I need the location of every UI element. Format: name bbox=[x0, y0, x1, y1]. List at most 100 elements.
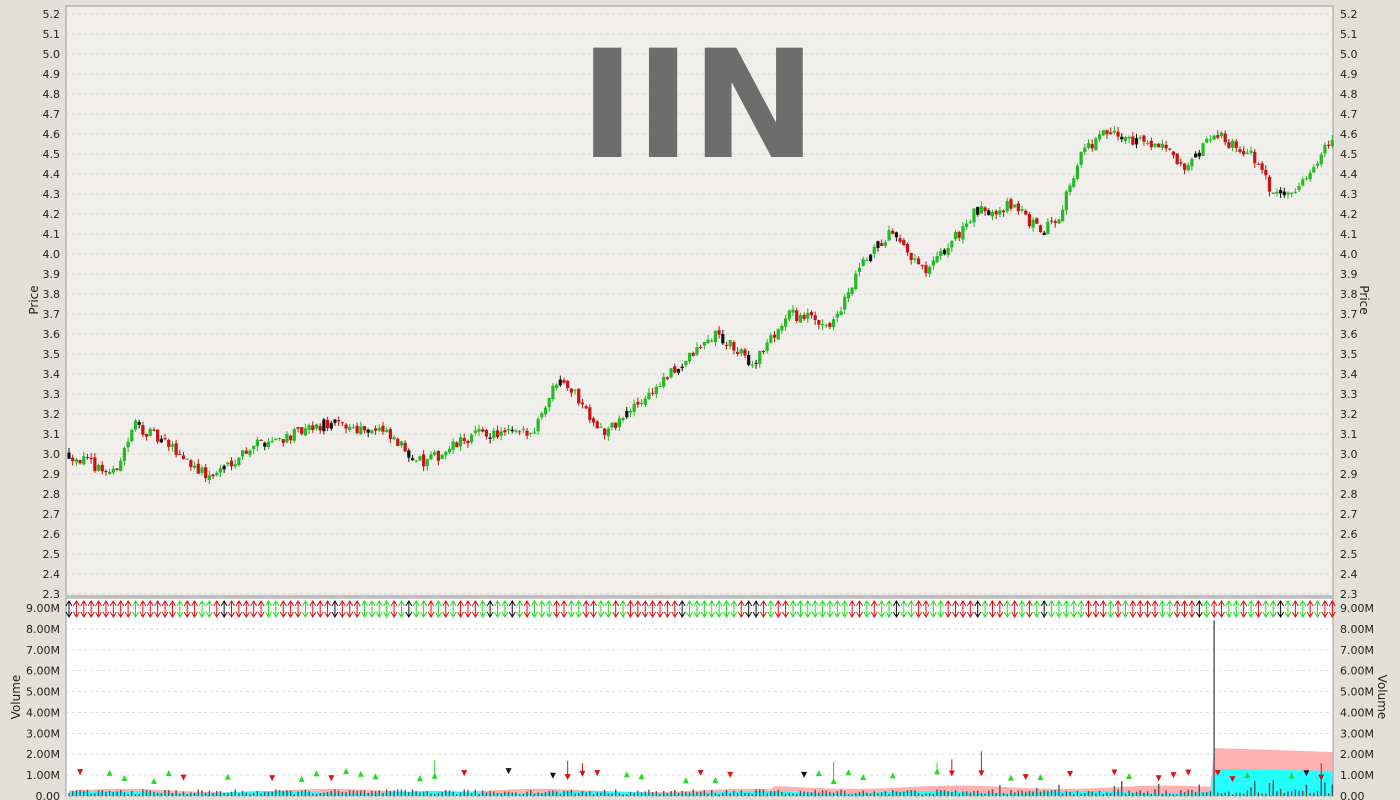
signal-marker bbox=[1003, 600, 1011, 618]
candle bbox=[1208, 134, 1213, 144]
candle-body bbox=[990, 212, 995, 217]
candle bbox=[902, 238, 906, 246]
signal-marker bbox=[819, 600, 826, 618]
candle bbox=[562, 377, 566, 385]
candle-body bbox=[610, 422, 614, 428]
candle-body bbox=[994, 210, 998, 215]
candle bbox=[381, 421, 385, 435]
signal-marker bbox=[191, 600, 199, 618]
candle-body bbox=[920, 265, 924, 267]
candle-body bbox=[676, 369, 681, 373]
volume-tick-label-right: 1.00M bbox=[1340, 769, 1374, 782]
candle bbox=[285, 431, 289, 444]
candle-body bbox=[1153, 143, 1157, 147]
candle bbox=[1330, 135, 1334, 149]
candle-body bbox=[965, 223, 969, 228]
candle bbox=[82, 451, 86, 466]
signal-marker bbox=[553, 600, 561, 618]
candle-body bbox=[1101, 130, 1105, 136]
candle-body bbox=[1016, 203, 1020, 212]
candle bbox=[865, 257, 869, 262]
candle-body bbox=[983, 207, 987, 212]
price-tick-label-right: 4.9 bbox=[1340, 68, 1358, 81]
candle bbox=[1275, 188, 1279, 197]
candle bbox=[1175, 153, 1179, 165]
candle-body bbox=[1286, 192, 1290, 195]
candle bbox=[739, 347, 743, 357]
candle-body bbox=[399, 441, 404, 446]
candle bbox=[566, 380, 570, 391]
candle-body bbox=[1046, 221, 1050, 235]
candle bbox=[506, 424, 511, 435]
price-tick-label-left: 5.2 bbox=[43, 8, 61, 21]
candle bbox=[481, 426, 485, 433]
signal-marker bbox=[826, 600, 834, 618]
candle-body bbox=[148, 428, 152, 436]
signal-marker bbox=[996, 600, 1004, 618]
candle-body bbox=[1304, 178, 1309, 180]
price-axis-title-left: Price bbox=[27, 285, 41, 314]
signal-marker bbox=[154, 600, 162, 618]
candle-body bbox=[100, 464, 104, 472]
volume-signal-marker bbox=[1037, 773, 1044, 780]
candle bbox=[218, 464, 223, 478]
candle bbox=[1249, 146, 1253, 156]
candle-body bbox=[137, 421, 141, 425]
candle-body bbox=[211, 474, 215, 477]
candle-body bbox=[429, 454, 433, 460]
candle bbox=[673, 363, 677, 374]
candle-body bbox=[765, 342, 769, 351]
candle-body bbox=[1120, 136, 1124, 140]
candle bbox=[606, 426, 610, 441]
volume-tick-label-left: 0.00 bbox=[36, 790, 61, 800]
candle bbox=[747, 350, 751, 367]
signal-marker bbox=[1129, 600, 1137, 618]
candle bbox=[1278, 187, 1283, 199]
candle bbox=[344, 423, 348, 434]
signal-marker bbox=[870, 600, 878, 618]
candle-body bbox=[595, 421, 599, 429]
candle bbox=[1304, 176, 1309, 181]
candle-body bbox=[185, 458, 189, 460]
candle bbox=[883, 240, 887, 249]
candle-body bbox=[953, 232, 958, 240]
candle-body bbox=[204, 467, 208, 479]
candle bbox=[447, 446, 452, 455]
volume-tick-label-left: 4.00M bbox=[26, 706, 60, 719]
candle-body bbox=[809, 312, 814, 316]
candle bbox=[370, 429, 374, 435]
candle bbox=[684, 360, 688, 368]
candle bbox=[1134, 133, 1139, 149]
volume-tick-label-left: 9.00M bbox=[26, 602, 60, 615]
candle bbox=[820, 319, 825, 331]
candle bbox=[942, 248, 947, 256]
candle bbox=[1312, 164, 1316, 173]
candle bbox=[492, 427, 496, 442]
price-tick-label-right: 4.8 bbox=[1340, 88, 1358, 101]
candle bbox=[806, 308, 810, 324]
candle bbox=[248, 449, 252, 458]
candle-body bbox=[684, 360, 688, 366]
candle-body bbox=[359, 426, 363, 434]
price-tick-label-right: 3.1 bbox=[1340, 428, 1358, 441]
volume-signal-marker bbox=[416, 775, 423, 782]
candle bbox=[418, 455, 422, 462]
candle bbox=[1238, 146, 1242, 154]
candle bbox=[1190, 157, 1194, 171]
candle bbox=[1031, 217, 1035, 232]
candle-body bbox=[458, 437, 463, 447]
signal-marker bbox=[1114, 600, 1122, 618]
candle-body bbox=[1142, 135, 1146, 142]
candle-body bbox=[366, 429, 370, 433]
candle bbox=[274, 438, 278, 441]
candle bbox=[126, 437, 130, 453]
candle-body bbox=[141, 425, 145, 435]
candle-body bbox=[122, 447, 127, 461]
candle-body bbox=[444, 451, 448, 456]
candle-body bbox=[1061, 209, 1065, 222]
candle-body bbox=[422, 454, 426, 467]
candle bbox=[1101, 130, 1105, 137]
price-tick-label-left: 3.7 bbox=[43, 308, 61, 321]
price-tick-label-right: 4.2 bbox=[1340, 208, 1358, 221]
price-tick-label-left: 4.9 bbox=[43, 68, 61, 81]
